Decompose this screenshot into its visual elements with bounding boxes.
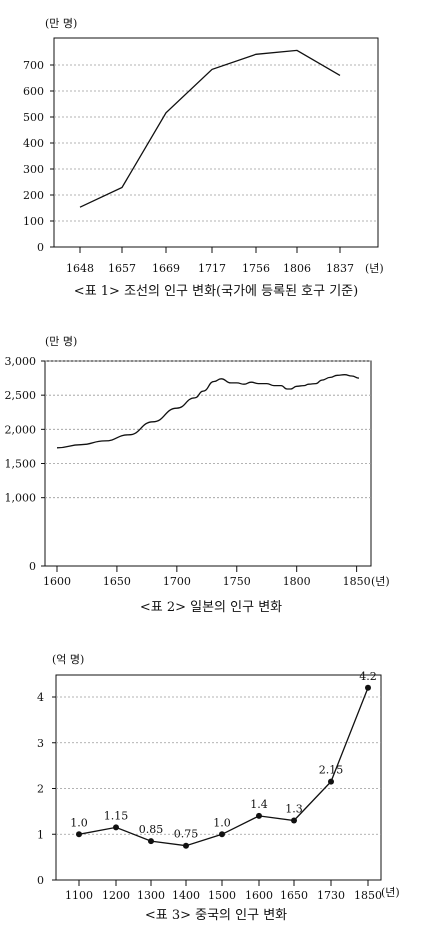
chart3-x-tick-label: 1650 <box>280 889 308 902</box>
chart2-x-tick-label: 1650 <box>103 575 131 588</box>
chart3-data-label: 1.3 <box>285 803 303 816</box>
chart2-y-tick-label: 1,000 <box>5 492 37 505</box>
chart1-caption: <표 1> 조선의 인구 변화(국가에 등록된 호구 기준) <box>74 284 358 299</box>
chart1-x-tick-label: 1756 <box>242 262 270 275</box>
chart1-grid <box>54 64 378 222</box>
chart-china-population: (억 명) 0 1 2 3 4 1100 1200 1300 1400 1500 1600 1650… <box>37 653 400 923</box>
chart1-y-ticks: 0 100 200 300 400 500 600 700 <box>23 59 54 254</box>
chart3-data-label: 1.0 <box>213 816 231 829</box>
chart2-x-tick-label: 1850 <box>343 575 371 588</box>
chart3-x-tick-label: 1400 <box>172 889 200 902</box>
chart1-y-tick-label: 200 <box>23 189 44 202</box>
chart1-x-tick-label: 1657 <box>108 262 136 275</box>
chart2-y-tick-label: 1,500 <box>5 458 37 471</box>
chart2-grid <box>45 360 371 499</box>
chart3-plot-frame <box>55 674 382 881</box>
chart1-y-tick-label: 600 <box>23 85 44 98</box>
chart3-data-point <box>113 824 119 831</box>
chart3-data-label: 1.0 <box>70 816 88 829</box>
chart2-unit-label: (만 명) <box>45 335 77 348</box>
chart2-caption: <표 2> 일본의 인구 변화 <box>140 600 282 615</box>
chart2-y-tick-label: 3,000 <box>5 355 37 368</box>
chart3-x-tick-label: 1600 <box>245 889 273 902</box>
chart3-data-point <box>148 838 154 845</box>
chart1-unit-label: (만 명) <box>45 17 77 30</box>
chart1-x-tick-label: 1717 <box>198 262 226 275</box>
chart3-x-tick-label: 1850 <box>354 889 382 902</box>
chart2-x-tick-label: 1600 <box>43 575 71 588</box>
chart1-x-unit: (년) <box>365 262 384 275</box>
chart3-data-point <box>219 831 225 838</box>
chart1-x-tick-label: 1837 <box>326 262 354 275</box>
chart3-x-tick-label: 1100 <box>65 889 93 902</box>
chart3-x-tick-label: 1500 <box>208 889 236 902</box>
chart2-x-tick-label: 1750 <box>223 575 251 588</box>
chart3-data-label: 0.75 <box>174 828 199 841</box>
chart3-data-label: 2.15 <box>319 764 344 777</box>
chart1-series-line <box>79 49 341 208</box>
chart3-data-labels: 1.0 1.15 0.85 0.75 1.0 1.4 1.3 2.15 4.2 <box>70 670 377 841</box>
chart1-x-tick-label: 1669 <box>152 262 180 275</box>
chart3-unit-label: (억 명) <box>52 653 84 666</box>
chart1-x-tick-label: 1806 <box>283 262 311 275</box>
chart1-y-tick-label: 0 <box>37 241 44 254</box>
chart1-y-tick-label: 400 <box>23 137 44 150</box>
chart3-data-label: 1.15 <box>104 809 129 822</box>
chart3-x-tick-label: 1730 <box>317 889 345 902</box>
chart3-y-tick-label: 0 <box>37 874 44 887</box>
chart2-y-tick-label: 0 <box>29 560 36 573</box>
chart1-x-ticks: 1648 1657 1669 1717 1756 1806 1837 <box>66 247 354 275</box>
chart3-caption: <표 3> 중국의 인구 변화 <box>145 908 287 923</box>
chart3-data-label: 4.2 <box>359 670 377 683</box>
chart1-y-tick-label: 700 <box>23 59 44 72</box>
chart1-y-tick-label: 500 <box>23 111 44 124</box>
chart1-y-tick-label: 300 <box>23 163 44 176</box>
chart3-data-label: 1.4 <box>250 798 268 811</box>
chart3-y-tick-label: 1 <box>37 828 44 841</box>
chart2-y-ticks: 0 1,000 1,500 2,000 2,500 3,000 <box>5 355 45 573</box>
chart3-data-label: 0.85 <box>139 823 164 836</box>
chart3-y-tick-label: 3 <box>37 737 44 750</box>
chart3-y-tick-label: 4 <box>37 691 44 704</box>
chart3-x-unit: (년) <box>381 886 400 899</box>
chart-korea-population: (만 명) 0 100 200 300 400 500 600 700 1648 1657 166… <box>23 17 384 299</box>
chart-japan-population: (만 명) 0 1,000 1,500 2,000 2,500 3,000 1600 165… <box>5 335 390 615</box>
chart3-data-point <box>183 842 189 849</box>
chart3-data-point <box>76 831 82 838</box>
chart2-x-ticks: 1600 1650 1700 1750 1800 1850 <box>43 566 371 588</box>
chart2-series-line <box>56 374 360 449</box>
chart2-x-tick-label: 1700 <box>163 575 191 588</box>
chart2-y-tick-label: 2,000 <box>5 423 37 436</box>
chart1-x-tick-label: 1648 <box>66 262 94 275</box>
chart3-y-tick-label: 2 <box>37 783 44 796</box>
chart2-y-tick-label: 2,500 <box>5 389 37 402</box>
chart3-points <box>76 684 371 849</box>
chart3-y-ticks: 0 1 2 3 4 <box>37 691 56 887</box>
chart2-x-tick-label: 1800 <box>283 575 311 588</box>
chart2-x-unit: (년) <box>371 575 390 588</box>
chart3-data-point <box>256 812 262 819</box>
chart3-data-point <box>328 778 334 785</box>
chart1-y-tick-label: 100 <box>23 215 44 228</box>
chart3-data-point <box>291 817 297 824</box>
chart3-x-tick-label: 1200 <box>102 889 130 902</box>
chart3-x-tick-label: 1300 <box>137 889 165 902</box>
chart3-data-point <box>365 684 371 691</box>
chart3-x-ticks: 1100 1200 1300 1400 1500 1600 1650 1730 1850 <box>65 880 382 902</box>
